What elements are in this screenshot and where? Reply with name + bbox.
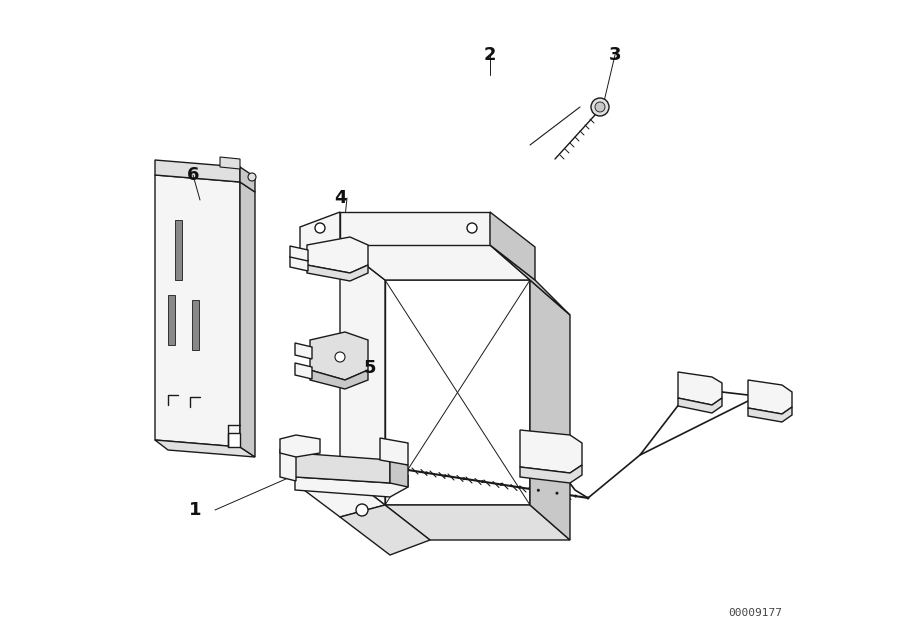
Polygon shape (228, 433, 240, 447)
Polygon shape (300, 212, 340, 260)
Polygon shape (295, 475, 408, 497)
Circle shape (407, 469, 410, 472)
Polygon shape (490, 245, 570, 315)
Circle shape (595, 102, 605, 112)
Polygon shape (175, 220, 182, 280)
Polygon shape (192, 300, 199, 350)
Polygon shape (295, 453, 390, 483)
Circle shape (444, 474, 446, 478)
Polygon shape (748, 407, 792, 422)
Polygon shape (340, 245, 385, 505)
Polygon shape (307, 265, 368, 281)
Circle shape (536, 489, 540, 491)
Polygon shape (280, 449, 296, 481)
Polygon shape (295, 363, 312, 379)
Text: 6: 6 (187, 166, 199, 184)
Circle shape (425, 471, 428, 474)
Polygon shape (678, 398, 722, 413)
Polygon shape (290, 246, 308, 261)
Polygon shape (340, 245, 530, 280)
Polygon shape (520, 465, 582, 483)
Polygon shape (155, 175, 240, 447)
Polygon shape (310, 370, 368, 389)
Polygon shape (295, 343, 312, 359)
Circle shape (335, 352, 345, 362)
Polygon shape (300, 470, 385, 517)
Polygon shape (155, 440, 255, 457)
Text: 00009177: 00009177 (728, 608, 782, 618)
Polygon shape (280, 435, 320, 457)
Text: 2: 2 (484, 46, 496, 64)
Polygon shape (240, 167, 255, 192)
Polygon shape (340, 212, 490, 245)
Text: 5: 5 (364, 359, 376, 377)
Circle shape (574, 495, 577, 498)
Polygon shape (155, 160, 240, 182)
Polygon shape (385, 505, 570, 540)
Polygon shape (380, 438, 408, 465)
Polygon shape (678, 372, 722, 405)
Circle shape (481, 480, 484, 483)
Polygon shape (340, 505, 430, 555)
Polygon shape (748, 380, 792, 414)
Polygon shape (290, 256, 308, 271)
Circle shape (315, 223, 325, 233)
Polygon shape (530, 280, 570, 540)
Polygon shape (168, 295, 175, 345)
Text: 1: 1 (189, 501, 202, 519)
Text: 3: 3 (608, 46, 621, 64)
Circle shape (555, 491, 559, 495)
Polygon shape (307, 237, 368, 273)
Polygon shape (240, 182, 255, 457)
Text: 4: 4 (334, 189, 346, 207)
Polygon shape (490, 212, 535, 280)
Polygon shape (520, 430, 582, 473)
Circle shape (356, 504, 368, 516)
Circle shape (500, 483, 502, 486)
Circle shape (467, 223, 477, 233)
Circle shape (518, 486, 521, 489)
Polygon shape (390, 460, 408, 487)
Circle shape (591, 98, 609, 116)
Circle shape (248, 173, 256, 181)
Polygon shape (310, 332, 368, 380)
Circle shape (587, 497, 590, 500)
Circle shape (463, 477, 465, 480)
Polygon shape (220, 157, 240, 169)
